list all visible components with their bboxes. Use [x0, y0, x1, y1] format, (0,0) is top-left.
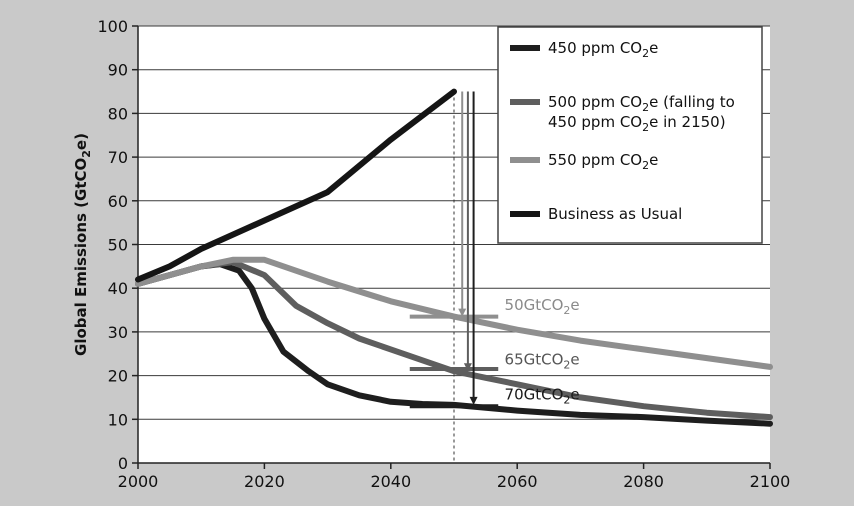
- legend-label-s500-line2: 450 ppm CO2e in 2150): [548, 113, 726, 134]
- annotation-label-tail: e: [570, 386, 579, 404]
- legend-label-s500-sub: 2: [642, 101, 649, 114]
- arrow-head: [469, 396, 478, 405]
- legend-label-s500-line2-tail: e in 2150): [649, 113, 725, 131]
- x-tick-label: 2100: [750, 472, 791, 491]
- y-tick-label: 60: [108, 192, 128, 211]
- y-tick-label: 80: [108, 104, 128, 123]
- y-tick-label: 70: [108, 148, 128, 167]
- annotation-label-sub: 2: [563, 359, 570, 372]
- y-tick-label: 100: [97, 17, 128, 36]
- x-tick-label: 2080: [623, 472, 664, 491]
- y-tick-label: 30: [108, 323, 128, 342]
- annotation-label-sub: 2: [563, 304, 570, 317]
- y-tick-label: 0: [118, 454, 128, 473]
- y-tick-label: 10: [108, 410, 128, 429]
- legend-label-s500-line2-sub: 2: [642, 121, 649, 134]
- annotation-label: 50GtCO2e: [505, 296, 580, 317]
- y-tick-label: 20: [108, 367, 128, 386]
- legend-label-s550-base: 550 ppm CO: [548, 151, 642, 169]
- annotation-label-base: 50GtCO: [505, 296, 564, 314]
- x-tick-label: 2000: [118, 472, 159, 491]
- legend-label-s450: 450 ppm CO2e: [548, 39, 658, 60]
- annotation-label-base: 65GtCO: [505, 351, 564, 369]
- reduction-arrows: [458, 91, 478, 405]
- arrow-head: [458, 308, 467, 317]
- series-lines: [135, 88, 773, 427]
- y-tick-label: 90: [108, 61, 128, 80]
- arrow-head: [463, 363, 472, 372]
- y-tick-label: 40: [108, 279, 128, 298]
- y-tick-label: 50: [108, 236, 128, 255]
- x-tick-label: 2020: [244, 472, 285, 491]
- annotation-label-base: 70GtCO: [505, 386, 564, 404]
- y-axis-title-base: Global Emissions (GtCO: [72, 158, 90, 356]
- legend-label-s500-line2-base: 450 ppm CO: [548, 113, 642, 131]
- legend-label-s450-tail: e: [649, 39, 658, 57]
- annotation-label-tail: e: [570, 351, 579, 369]
- annotation-label: 70GtCO2e: [505, 386, 580, 407]
- series-line-s550: [135, 256, 773, 370]
- x-tick-label: 2040: [370, 472, 411, 491]
- legend-label-bau-base: Business as Usual: [548, 205, 682, 223]
- legend-label-s500-tail: e (falling to: [649, 93, 735, 111]
- annotation-label-tail: e: [570, 296, 579, 314]
- legend-label-s550-tail: e: [649, 151, 658, 169]
- series-line-bau: [135, 88, 457, 283]
- annotation-label: 65GtCO2e: [505, 351, 580, 372]
- legend-label-bau: Business as Usual: [548, 205, 682, 223]
- legend-label-s550-sub: 2: [642, 159, 649, 172]
- legend-label-s550: 550 ppm CO2e: [548, 151, 658, 172]
- x-tick-label: 2060: [497, 472, 538, 491]
- y-axis-title-tail: e): [72, 133, 90, 150]
- y-axis-title-sub: 2: [80, 150, 93, 158]
- legend-label-s450-base: 450 ppm CO: [548, 39, 642, 57]
- y-axis: 0 10 20 30 40 50 60 70 80 90 100: [97, 17, 139, 473]
- annotation-label-sub: 2: [563, 394, 570, 407]
- legend-box: [497, 26, 763, 244]
- legend-label-s450-sub: 2: [642, 47, 649, 60]
- legend-label-s500-base: 500 ppm CO: [548, 93, 642, 111]
- y-axis-title: Global Emissions (GtCO2e): [72, 133, 93, 356]
- x-axis: 2000 2020 2040 2060 2080 2100: [118, 462, 791, 491]
- legend-label-s500: 500 ppm CO2e (falling to: [548, 93, 735, 114]
